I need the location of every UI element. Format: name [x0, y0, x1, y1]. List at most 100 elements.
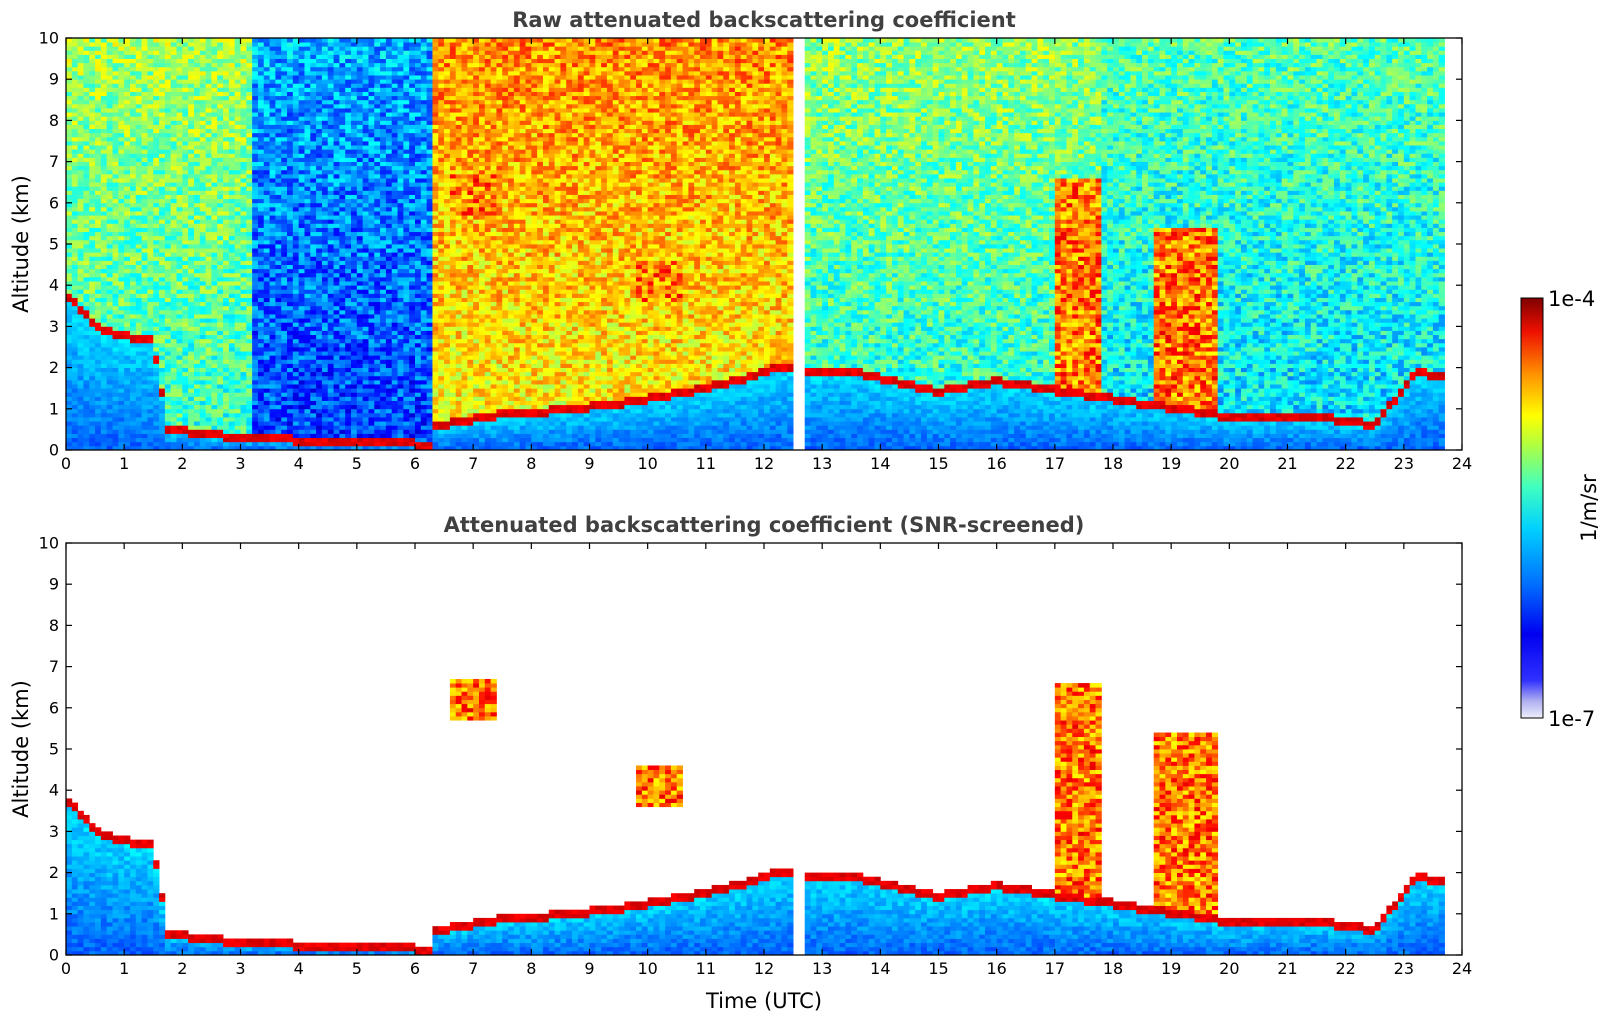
heatmap-cell	[310, 298, 316, 303]
heatmap-cell	[217, 310, 223, 315]
heatmap-cell	[206, 429, 212, 434]
heatmap-cell	[229, 273, 235, 278]
heatmap-cell	[165, 252, 171, 257]
heatmap-cell	[258, 125, 264, 130]
heatmap-cell	[188, 79, 194, 84]
heatmap-cell	[299, 347, 305, 352]
heatmap-cell	[200, 302, 206, 307]
heatmap-cell	[66, 401, 72, 406]
heatmap-cell	[246, 335, 252, 340]
heatmap-cell	[159, 363, 165, 368]
heatmap-cell	[217, 67, 223, 72]
heatmap-cell	[264, 83, 270, 88]
heatmap-cell	[241, 207, 247, 212]
heatmap-cell	[136, 170, 142, 175]
heatmap-cell	[177, 104, 183, 109]
heatmap-cell	[159, 277, 165, 282]
heatmap-cell	[95, 240, 101, 245]
heatmap-cell	[113, 347, 119, 352]
heatmap-cell	[252, 203, 258, 208]
heatmap-cell	[78, 219, 84, 224]
heatmap-cell	[124, 153, 130, 158]
heatmap-cell	[322, 236, 328, 241]
heatmap-cell	[136, 149, 142, 154]
heatmap-cell	[310, 133, 316, 138]
heatmap-cell	[72, 215, 78, 220]
heatmap-cell	[118, 133, 124, 138]
heatmap-cell	[72, 170, 78, 175]
heatmap-cell	[322, 145, 328, 150]
heatmap-cell	[95, 302, 101, 307]
heatmap-cell	[304, 75, 310, 80]
heatmap-cell	[136, 166, 142, 171]
heatmap-cell	[310, 236, 316, 241]
heatmap-cell	[200, 54, 206, 59]
heatmap-cell	[142, 310, 148, 315]
heatmap-cell	[107, 409, 113, 414]
heatmap-cell	[217, 380, 223, 385]
heatmap-cell	[328, 442, 334, 447]
heatmap-cell	[310, 244, 316, 249]
heatmap-cell	[188, 54, 194, 59]
heatmap-cell	[275, 392, 281, 397]
heatmap-cell	[206, 145, 212, 150]
heatmap-cell	[258, 355, 264, 360]
heatmap-cell	[264, 335, 270, 340]
heatmap-cell	[118, 409, 124, 414]
heatmap-cell	[206, 339, 212, 344]
heatmap-cell	[83, 260, 89, 265]
heatmap-cell	[171, 199, 177, 204]
heatmap-cell	[101, 401, 107, 406]
heatmap-cell	[171, 347, 177, 352]
heatmap-cell	[339, 195, 345, 200]
heatmap-cell	[229, 425, 235, 430]
heatmap-cell	[275, 54, 281, 59]
heatmap-cell	[188, 339, 194, 344]
heatmap-cell	[177, 59, 183, 64]
heatmap-cell	[194, 380, 200, 385]
heatmap-cell	[130, 343, 136, 348]
heatmap-cell	[206, 347, 212, 352]
heatmap-cell	[310, 100, 316, 105]
heatmap-cell	[118, 46, 124, 51]
heatmap-cell	[299, 281, 305, 286]
heatmap-cell	[246, 203, 252, 208]
heatmap-cell	[281, 335, 287, 340]
heatmap-cell	[339, 157, 345, 162]
heatmap-cell	[252, 199, 258, 204]
heatmap-cell	[241, 228, 247, 233]
heatmap-cell	[211, 293, 217, 298]
heatmap-cell	[130, 302, 136, 307]
heatmap-cell	[235, 79, 241, 84]
heatmap-cell	[281, 417, 287, 422]
heatmap-cell	[147, 310, 153, 315]
heatmap-cell	[83, 293, 89, 298]
heatmap-cell	[194, 252, 200, 257]
heatmap-cell	[281, 116, 287, 121]
heatmap-cell	[264, 178, 270, 183]
heatmap-cell	[246, 421, 252, 426]
heatmap-cell	[182, 310, 188, 315]
heatmap-cell	[241, 343, 247, 348]
heatmap-cell	[252, 401, 258, 406]
heatmap-cell	[200, 178, 206, 183]
heatmap-cell	[281, 322, 287, 327]
heatmap-cell	[83, 429, 89, 434]
heatmap-cell	[124, 293, 130, 298]
heatmap-cell	[188, 298, 194, 303]
heatmap-cell	[78, 203, 84, 208]
heatmap-cell	[334, 207, 340, 212]
heatmap-cell	[171, 42, 177, 47]
heatmap-cell	[107, 63, 113, 68]
heatmap-cell	[136, 71, 142, 76]
heatmap-cell	[217, 269, 223, 274]
heatmap-cell	[83, 413, 89, 418]
heatmap-cell	[113, 417, 119, 422]
heatmap-cell	[159, 96, 165, 101]
heatmap-cell	[287, 236, 293, 241]
heatmap-cell	[206, 75, 212, 80]
heatmap-cell	[229, 178, 235, 183]
heatmap-cell	[258, 244, 264, 249]
heatmap-cell	[200, 429, 206, 434]
heatmap-cell	[293, 170, 299, 175]
